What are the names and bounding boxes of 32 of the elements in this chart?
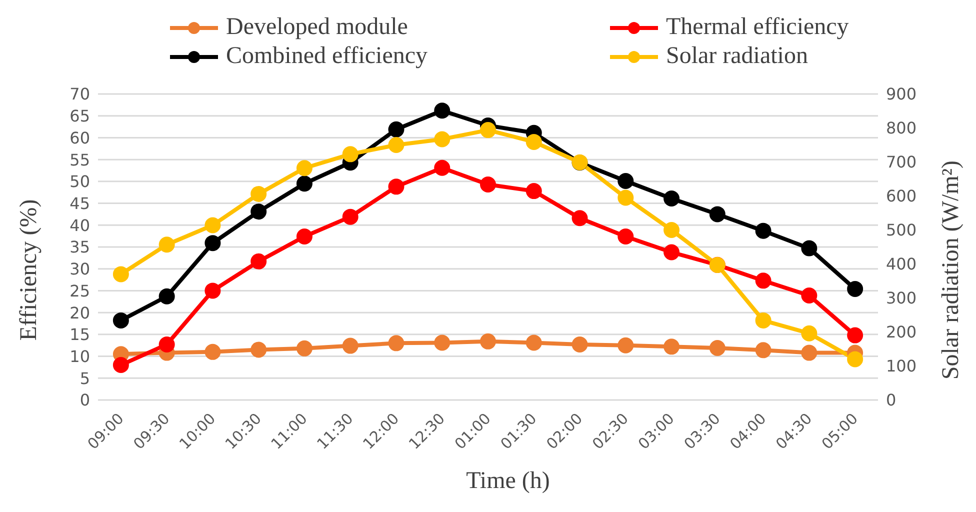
y-tick-label: 30 (70, 260, 90, 279)
y2-tick-label: 400 (886, 254, 917, 274)
y-tick-label: 15 (70, 325, 90, 344)
y-tick-label: 65 (70, 106, 90, 126)
y2-tick-label: 500 (886, 220, 917, 240)
y-tick-label: 20 (70, 303, 90, 322)
legend-label: Combined efficiency (226, 43, 428, 70)
y2-axis-title: Solar radiation (W/m²) (938, 160, 964, 380)
y-tick-label: 55 (70, 150, 90, 170)
y-tick-label: 70 (70, 84, 90, 104)
y-tick-label: 0 (80, 390, 90, 410)
y2-tick-label: 700 (886, 152, 917, 172)
y2-tick-label: 200 (886, 322, 917, 342)
y-tick-label: 5 (80, 368, 90, 388)
legend-label: Developed module (226, 14, 408, 41)
legend-label: Thermal efficiency (666, 14, 849, 41)
y2-tick-label: 0 (886, 390, 896, 410)
y2-tick-label: 800 (886, 118, 917, 138)
y2-tick-label: 100 (886, 356, 917, 376)
y-axis-title: Efficiency (%) (16, 199, 42, 341)
y-tick-label: 10 (70, 346, 90, 366)
legend-label: Solar radiation (666, 43, 808, 70)
y-tick-label: 25 (70, 281, 90, 300)
y-tick-label: 45 (70, 194, 90, 213)
y-tick-label: 60 (70, 128, 90, 148)
x-axis-title: Time (h) (466, 468, 550, 494)
y2-tick-label: 600 (886, 186, 917, 206)
y-tick-label: 35 (70, 238, 90, 257)
y-tick-label: 40 (70, 216, 90, 235)
y2-tick-label: 900 (886, 84, 917, 104)
y2-tick-label: 300 (886, 288, 917, 308)
y-tick-label: 50 (70, 172, 90, 192)
